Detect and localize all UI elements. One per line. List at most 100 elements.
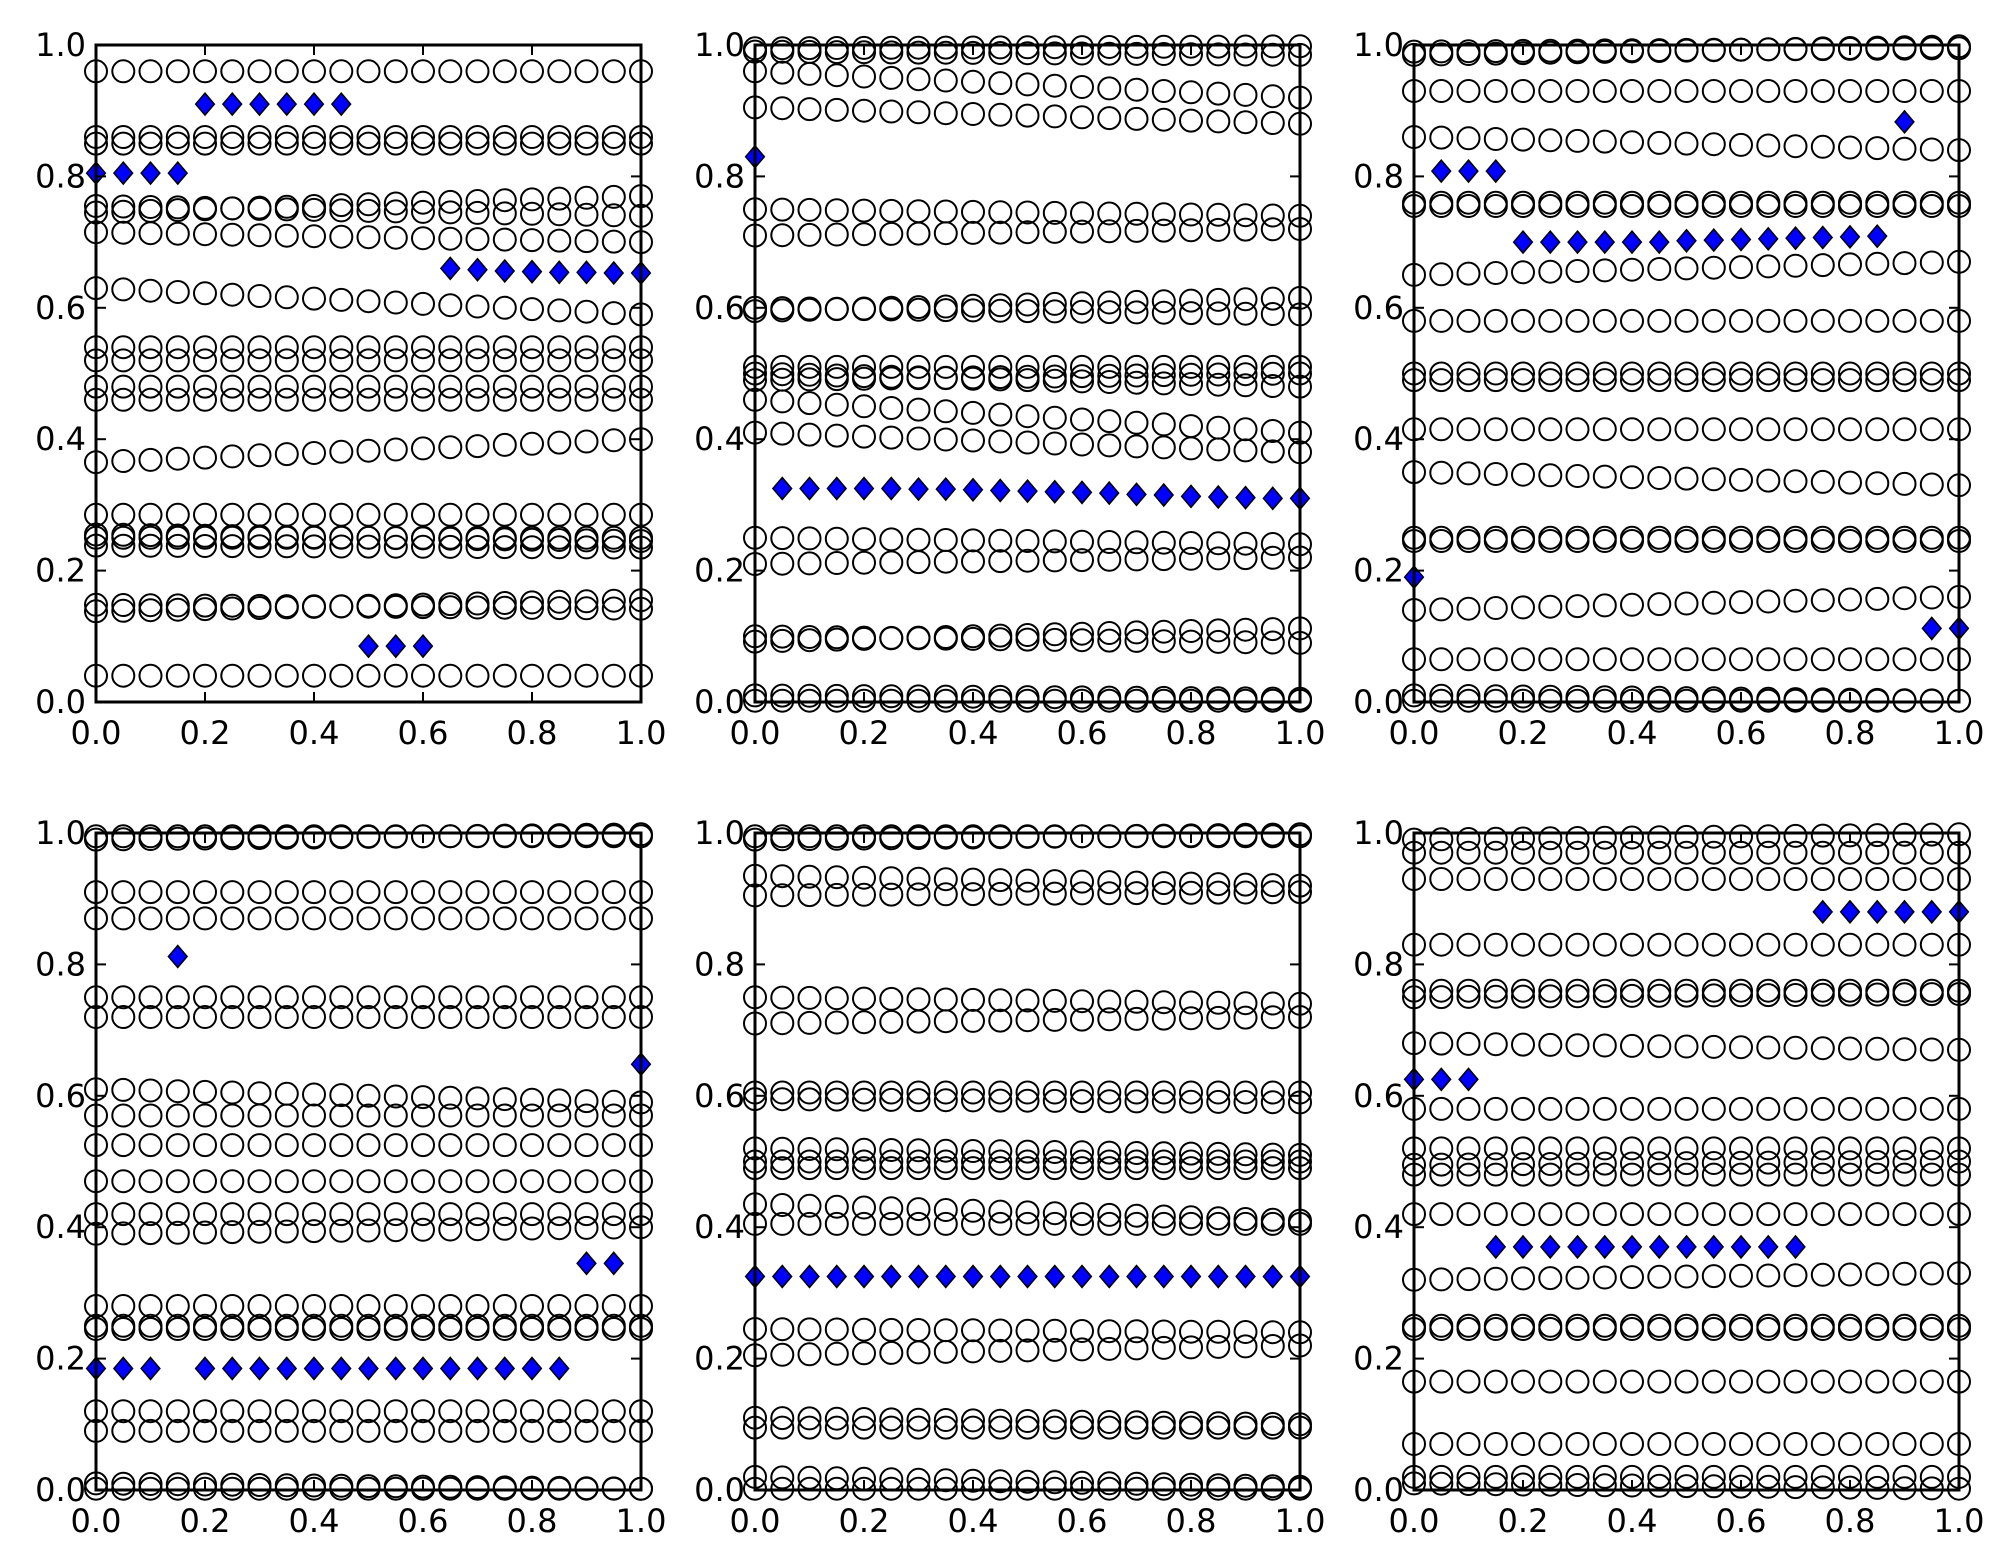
ring-marker: [138, 1294, 163, 1318]
ring-marker: [220, 1418, 245, 1443]
ring-marker: [1483, 1136, 1508, 1161]
diamond-marker: [1262, 486, 1284, 511]
ring-marker: [520, 824, 544, 849]
ring-marker: [988, 354, 1013, 379]
ring-marker: [193, 1220, 217, 1245]
ring-marker: [1892, 251, 1917, 276]
ring-marker: [1865, 932, 1890, 957]
diamond-marker: [1180, 484, 1202, 509]
diamond-marker: [1153, 482, 1175, 508]
ring-marker: [1015, 627, 1040, 652]
ring-marker: [1538, 128, 1563, 153]
ring-marker: [1892, 932, 1917, 957]
ring-marker: [1015, 1008, 1040, 1033]
ring-marker: [1483, 1152, 1508, 1177]
ring-marker: [356, 374, 381, 399]
ring-marker: [1701, 255, 1726, 280]
ring-marker: [193, 335, 217, 360]
ring-marker: [1070, 1089, 1094, 1114]
ring-marker: [492, 502, 517, 527]
ring-marker: [1647, 417, 1672, 442]
ring-marker: [1124, 881, 1149, 906]
ring-marker: [520, 228, 544, 253]
ring-marker: [547, 1313, 572, 1338]
ring-marker: [770, 36, 795, 61]
ring-marker: [247, 131, 272, 156]
diamond-marker: [1044, 1264, 1066, 1289]
ring-marker: [1151, 1149, 1176, 1174]
ring-marker: [1647, 1034, 1672, 1059]
y-tick-label: 0.4: [694, 1208, 745, 1246]
ring-marker: [1179, 1319, 1203, 1344]
ring-marker: [547, 535, 572, 560]
ring-marker: [465, 1169, 490, 1194]
ring-marker: [1674, 983, 1699, 1008]
ring-marker: [165, 446, 190, 471]
ring-marker: [1838, 1369, 1862, 1394]
ring-marker: [1919, 867, 1944, 891]
ring-marker: [1511, 260, 1535, 285]
diamond-marker: [799, 476, 820, 501]
ring-marker: [1179, 218, 1203, 243]
ring-marker: [601, 1294, 626, 1318]
diamond-marker: [439, 256, 461, 281]
ring-marker: [1097, 628, 1122, 653]
ring-marker: [1179, 1211, 1203, 1236]
ring-marker: [1124, 34, 1149, 59]
x-tick-label: 0.2: [180, 714, 231, 752]
ring-marker: [383, 225, 408, 250]
diamond-marker: [1044, 479, 1066, 504]
ring-marker: [302, 59, 326, 84]
ring-marker: [274, 223, 299, 248]
ring-marker: [1538, 525, 1563, 550]
ring-marker: [988, 429, 1013, 454]
ring-marker: [1042, 35, 1067, 60]
ring-marker: [302, 197, 326, 222]
ring-marker: [1756, 867, 1781, 891]
ring-marker: [824, 392, 849, 417]
ring-marker: [1919, 1261, 1944, 1286]
ring-marker: [520, 1294, 544, 1318]
ring-marker: [356, 1202, 381, 1227]
ring-marker: [1483, 826, 1508, 851]
ring-marker: [1810, 525, 1835, 550]
axes: 0.0 0.2 0.4 0.6 0.8 1.00.00.20.40.60.81.0: [35, 26, 666, 752]
ring-marker: [492, 1418, 517, 1443]
axes: 0.0 0.2 0.4 0.6 0.8 1.00.00.20.40.60.81.0: [1353, 814, 1984, 1540]
ring-marker: [601, 59, 626, 84]
ring-marker: [961, 987, 985, 1012]
ring-marker: [574, 1418, 599, 1443]
diamond-marker: [853, 1264, 875, 1289]
ring-marker: [1620, 983, 1644, 1008]
ring-marker: [1124, 1156, 1149, 1181]
ring-marker: [1592, 1162, 1617, 1187]
ring-marker: [1810, 978, 1835, 1003]
y-tick-label: 0.0: [694, 683, 745, 721]
diamond-marker: [576, 260, 597, 285]
ring-marker: [1810, 1162, 1835, 1187]
ring-marker: [411, 190, 435, 215]
x-tick-label: 0.8: [1166, 714, 1217, 752]
ring-marker: [1565, 1464, 1590, 1489]
ring-marker: [1151, 1141, 1176, 1166]
ring-marker: [933, 1408, 958, 1432]
ring-marker: [411, 663, 435, 688]
y-tick-label: 0.8: [1353, 945, 1404, 983]
ring-marker: [520, 906, 544, 931]
ring-marker: [1097, 530, 1122, 554]
ring-marker: [1042, 988, 1067, 1013]
ring-marker: [601, 1418, 626, 1443]
ring-marker: [329, 131, 354, 156]
ring-marker: [879, 35, 904, 60]
diamond-marker: [1126, 1264, 1147, 1289]
ring-marker: [1865, 647, 1890, 672]
ring-marker: [1429, 417, 1454, 442]
ring-marker: [961, 40, 985, 65]
ring-marker: [1892, 525, 1917, 550]
ring-marker: [1151, 363, 1176, 388]
ring-marker: [1124, 201, 1149, 226]
ring-marker: [1206, 824, 1231, 849]
ring-marker: [411, 387, 435, 412]
ring-marker: [1233, 301, 1258, 326]
y-tick-label: 0.6: [694, 1077, 745, 1115]
